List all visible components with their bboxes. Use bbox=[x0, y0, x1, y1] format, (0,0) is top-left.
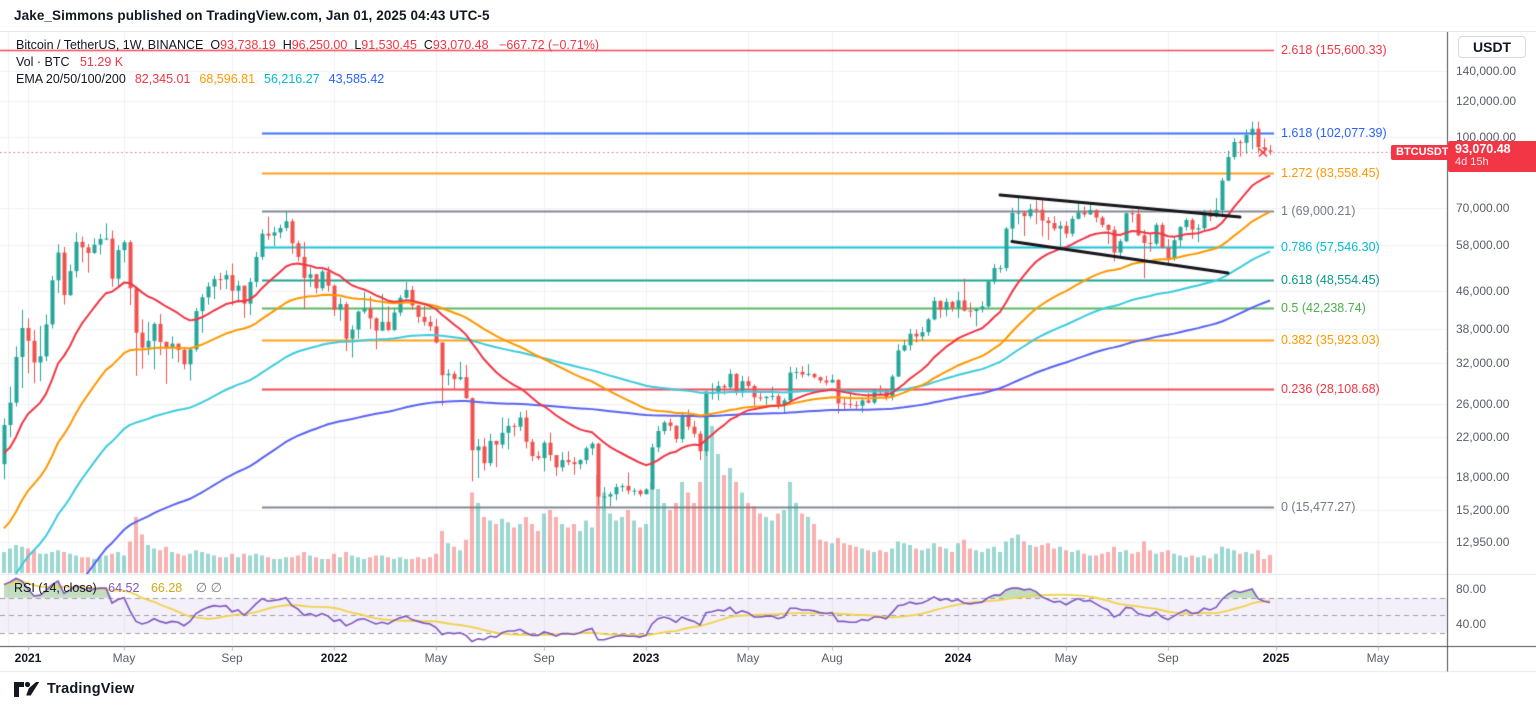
ohlc-letter: C bbox=[423, 38, 433, 52]
time-tick: May bbox=[112, 651, 136, 665]
ema-value: 68,596.81 bbox=[199, 72, 256, 86]
price-tick: 18,000.00 bbox=[1456, 469, 1510, 484]
price-tick: 38,000.00 bbox=[1456, 322, 1510, 337]
tradingview-brand[interactable]: TradingView bbox=[47, 681, 135, 697]
ema-values: 82,345.01 68,596.81 56,216.27 43,585.42 bbox=[126, 72, 384, 86]
ohlc-value: 93,738.19 bbox=[220, 38, 276, 52]
rsi-tick: 40.00 bbox=[1456, 617, 1487, 631]
price-tick: 46,000.00 bbox=[1456, 284, 1510, 299]
rsi-tick: 80.00 bbox=[1456, 582, 1487, 596]
price-tick: 12,950.00 bbox=[1456, 535, 1510, 550]
ema-value: 82,345.01 bbox=[134, 72, 191, 86]
fib-level-label[interactable]: 1 (69,000.21) bbox=[1281, 203, 1356, 218]
rsi-title[interactable]: RSI bbox=[14, 581, 35, 595]
ohlc-letter: L bbox=[354, 38, 362, 52]
legend-row-symbol: Bitcoin / TetherUS, 1W, BINANCE O93,738.1… bbox=[16, 37, 599, 54]
symbol-title[interactable]: Bitcoin / TetherUS, 1W, BINANCE bbox=[16, 38, 204, 52]
time-tick: 2021 bbox=[14, 651, 42, 665]
time-tick: May bbox=[1054, 651, 1078, 665]
ohlc-value: 96,250.00 bbox=[291, 38, 348, 52]
fib-level-label[interactable]: 1.618 (102,077.39) bbox=[1281, 126, 1387, 141]
fib-level-label[interactable]: 0.236 (28,108.68) bbox=[1281, 381, 1380, 396]
tradingview-logo-icon[interactable] bbox=[14, 681, 40, 697]
price-tick: 22,000.00 bbox=[1456, 430, 1510, 445]
rsi-value: 64.52 bbox=[108, 581, 140, 595]
fib-level-label[interactable]: 1.272 (83,558.45) bbox=[1281, 166, 1380, 180]
time-tick: 2025 bbox=[1262, 651, 1290, 665]
ema-value: 43,585.42 bbox=[328, 72, 385, 86]
ohlc-value: 91,530.45 bbox=[361, 38, 417, 52]
fib-level-label[interactable]: 0.618 (48,554.45) bbox=[1281, 273, 1380, 288]
time-tick: May bbox=[424, 651, 448, 665]
fib-level-label[interactable]: 0 (15,477.27) bbox=[1281, 499, 1356, 514]
ohlc-values: O93,738.19 H96,250.00 L91,530.45 C93,070.48 bbox=[203, 38, 488, 52]
legend-row-ema: EMA 20/50/100/200 82,345.01 68,596.81 56,21… bbox=[16, 71, 599, 88]
time-tick: Aug bbox=[821, 651, 843, 665]
header-bar: Jake_Simmons published on TradingView.co… bbox=[0, 0, 1536, 32]
last-price: 93,070.48 bbox=[1455, 142, 1511, 156]
symbol-price-tag: BTCUSDT bbox=[1391, 145, 1454, 160]
price-tick: 140,000.00 bbox=[1456, 63, 1517, 78]
fib-level-label[interactable]: 2.618 (155,600.33) bbox=[1281, 42, 1387, 57]
ohlc-letter: H bbox=[282, 38, 292, 52]
time-tick: May bbox=[1366, 651, 1390, 665]
ema-value: 56,216.27 bbox=[264, 72, 320, 86]
ema-label[interactable]: EMA 20/50/100/200 bbox=[16, 72, 126, 86]
header-title: Jake_Simmons published on TradingView.co… bbox=[14, 8, 490, 23]
rsi-hidden-values-icon: ∅ ∅ bbox=[195, 580, 222, 595]
time-tick: May bbox=[736, 651, 760, 665]
legend-row-volume: Vol · BTC 51.29 K bbox=[16, 54, 599, 71]
last-price-badge: 93,070.48 4d 15h bbox=[1448, 141, 1536, 172]
price-tick: 100,000.00 bbox=[1456, 130, 1517, 145]
price-tick: 32,000.00 bbox=[1456, 356, 1510, 371]
rsi-ma-value: 66.28 bbox=[150, 581, 183, 595]
time-tick: 2022 bbox=[320, 651, 348, 665]
price-tick: 26,000.00 bbox=[1456, 397, 1510, 412]
volume-label[interactable]: Vol · BTC bbox=[16, 55, 70, 69]
fib-level-label[interactable]: 0.382 (35,923.03) bbox=[1281, 333, 1380, 348]
ohlc-value: 93,070.48 bbox=[432, 38, 489, 52]
fib-level-label[interactable]: 0.5 (42,238.74) bbox=[1281, 301, 1366, 316]
rsi-params: (14, close) bbox=[38, 581, 97, 595]
fib-level-label[interactable]: 0.786 (57,546.30) bbox=[1281, 239, 1380, 254]
price-tick: 58,000.00 bbox=[1456, 238, 1510, 253]
volume-value: 51.29 K bbox=[79, 55, 124, 69]
price-tick: 15,200.00 bbox=[1456, 503, 1510, 518]
footer: TradingView bbox=[14, 681, 134, 697]
ohlc-letter: O bbox=[210, 38, 221, 52]
time-tick: Sep bbox=[533, 651, 555, 665]
time-tick: 2024 bbox=[944, 651, 972, 665]
time-tick: Sep bbox=[221, 651, 243, 665]
price-tick: 70,000.00 bbox=[1456, 201, 1510, 216]
price-tick: 120,000.00 bbox=[1456, 94, 1517, 109]
time-tick: 2023 bbox=[632, 651, 660, 665]
bar-countdown: 4d 15h bbox=[1455, 156, 1489, 168]
symbol-legend: Bitcoin / TetherUS, 1W, BINANCE O93,738.1… bbox=[16, 37, 599, 88]
change-value: −667.72 (−0.71%) bbox=[499, 38, 600, 52]
time-tick: Sep bbox=[1157, 651, 1179, 665]
rsi-legend: RSI (14, close) 64.52 66.28 ∅ ∅ bbox=[14, 580, 222, 596]
currency-toggle[interactable]: USDT bbox=[1458, 36, 1527, 58]
